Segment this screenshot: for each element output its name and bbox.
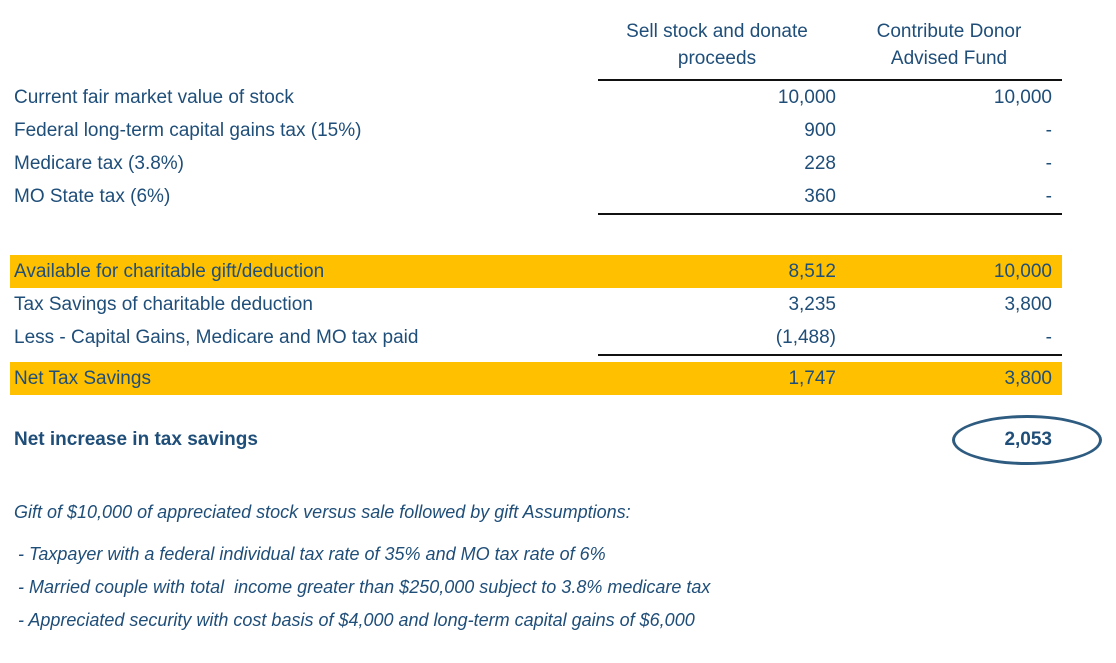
daf-value: 3,800	[1004, 368, 1052, 389]
row-current-fair-market-value: Current fair market value of stock 10,00…	[10, 81, 1062, 114]
header-line: proceeds	[677, 48, 757, 69]
sell-value: 900	[804, 120, 836, 141]
summary-value: 2,053	[1004, 429, 1052, 450]
row-label: MO State tax (6%)	[14, 186, 171, 207]
row-medicare-tax: Medicare tax (3.8%) 228 -	[10, 147, 1062, 180]
daf-value: -	[846, 180, 1062, 215]
row-label: Available for charitable gift/deduction	[14, 261, 325, 282]
summary-label: Net increase in tax savings	[14, 429, 258, 450]
column-header-donor-advised-fund: Contribute Donor Advised Fund	[846, 16, 1062, 81]
row-label: Less - Capital Gains, Medicare and MO ta…	[14, 327, 419, 348]
header-line: Sell stock and donate	[626, 21, 808, 42]
daf-value: 3,800	[1004, 294, 1052, 315]
summary-empty-cell	[598, 417, 846, 463]
header-spacer	[10, 16, 598, 81]
row-mo-state-tax: MO State tax (6%) 360 -	[10, 180, 1062, 215]
assumptions-section: Gift of $10,000 of appreciated stock ver…	[14, 499, 1116, 633]
net-increase-row: Net increase in tax savings 2,053	[10, 415, 1102, 465]
header-line: Advised Fund	[890, 48, 1008, 69]
assumptions-intro: Gift of $10,000 of appreciated stock ver…	[14, 502, 631, 522]
daf-value: 10,000	[993, 87, 1052, 108]
daf-value: 10,000	[993, 261, 1052, 282]
sell-value: 10,000	[777, 87, 836, 108]
sell-value: 3,235	[788, 294, 836, 315]
section-spacer	[10, 395, 1062, 417]
assumption-item: - Married couple with total income great…	[18, 577, 711, 597]
sell-value: 360	[598, 180, 846, 215]
sell-value: 228	[804, 153, 836, 174]
row-federal-capital-gains-tax: Federal long-term capital gains tax (15%…	[10, 114, 1062, 147]
assumption-item: - Appreciated security with cost basis o…	[18, 610, 695, 630]
header-line: Contribute Donor	[876, 21, 1022, 42]
summary-value-cell: 2,053	[846, 415, 1102, 465]
column-header-sell-stock: Sell stock and donate proceeds	[598, 16, 846, 81]
row-label: Tax Savings of charitable deduction	[14, 294, 313, 315]
row-label: Net Tax Savings	[14, 368, 151, 389]
table-header: Sell stock and donate proceeds Contribut…	[10, 16, 1062, 81]
row-tax-savings-of-deduction: Tax Savings of charitable deduction 3,23…	[10, 288, 1062, 321]
daf-value: -	[1045, 120, 1052, 141]
sell-value: 1,747	[788, 368, 836, 389]
sell-value: 8,512	[788, 261, 836, 282]
assumption-item: - Taxpayer with a federal individual tax…	[18, 544, 606, 564]
row-label: Current fair market value of stock	[14, 87, 294, 108]
sell-value: (1,488)	[598, 321, 846, 356]
row-net-tax-savings: Net Tax Savings 1,747 3,800	[10, 362, 1062, 395]
section-spacer	[10, 463, 1062, 499]
row-available-for-charitable-gift: Available for charitable gift/deduction …	[10, 255, 1062, 288]
daf-value: -	[846, 321, 1062, 356]
daf-value: -	[1045, 153, 1052, 174]
row-less-taxes-paid: Less - Capital Gains, Medicare and MO ta…	[10, 321, 1062, 356]
section-spacer	[10, 213, 1062, 255]
tax-comparison-table: Sell stock and donate proceeds Contribut…	[10, 16, 1102, 499]
row-label: Medicare tax (3.8%)	[14, 153, 185, 174]
row-label: Federal long-term capital gains tax (15%…	[14, 120, 362, 141]
